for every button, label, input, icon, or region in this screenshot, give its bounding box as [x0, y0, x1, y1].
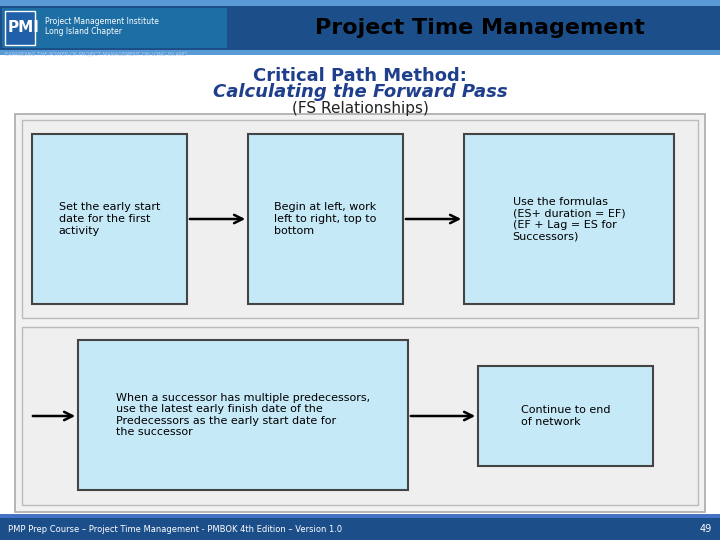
Text: Set the early start
date for the first
activity: Set the early start date for the first a… [59, 202, 160, 235]
Text: Project Management Institute: Project Management Institute [45, 17, 159, 26]
Bar [0, 518, 720, 540]
Bar [5, 11, 35, 45]
Text: PMP Prep Course – Project Time Management - PMBOK 4th Edition – Version 1.0: PMP Prep Course – Project Time Managemen… [8, 524, 342, 534]
Bar [78, 340, 408, 490]
Bar [22, 120, 698, 318]
Text: Long Island Chapter: Long Island Chapter [45, 28, 122, 37]
Text: (FS Relationships): (FS Relationships) [292, 100, 428, 116]
Text: PMI: PMI [8, 21, 40, 36]
Bar [248, 134, 403, 304]
Text: Calculating the Forward Pass: Calculating the Forward Pass [212, 83, 508, 101]
Text: Critical Path Method:: Critical Path Method: [253, 67, 467, 85]
Bar [0, 514, 720, 518]
Bar [15, 114, 705, 512]
Bar [22, 327, 698, 505]
Text: Continue to end
of network: Continue to end of network [521, 405, 611, 427]
Text: Project Time Management: Project Time Management [315, 18, 645, 38]
Bar [0, 0, 720, 6]
Text: When a successor has multiple predecessors,
use the latest early finish date of : When a successor has multiple predecesso… [116, 393, 370, 437]
Bar [464, 134, 674, 304]
Bar [478, 366, 653, 466]
Text: 49: 49 [700, 524, 712, 534]
Bar [32, 134, 187, 304]
Text: EXPANDING THE POWER OF PROJECT MANAGEMENT ON LONG ISLAND: EXPANDING THE POWER OF PROJECT MANAGEMEN… [5, 52, 187, 57]
Bar [2, 8, 227, 48]
Bar [0, 50, 720, 55]
Bar [0, 6, 720, 50]
Text: Begin at left, work
left to right, top to
bottom: Begin at left, work left to right, top t… [274, 202, 377, 235]
Text: Use the formulas
(ES+ duration = EF)
(EF + Lag = ES for
Successors): Use the formulas (ES+ duration = EF) (EF… [513, 197, 625, 241]
